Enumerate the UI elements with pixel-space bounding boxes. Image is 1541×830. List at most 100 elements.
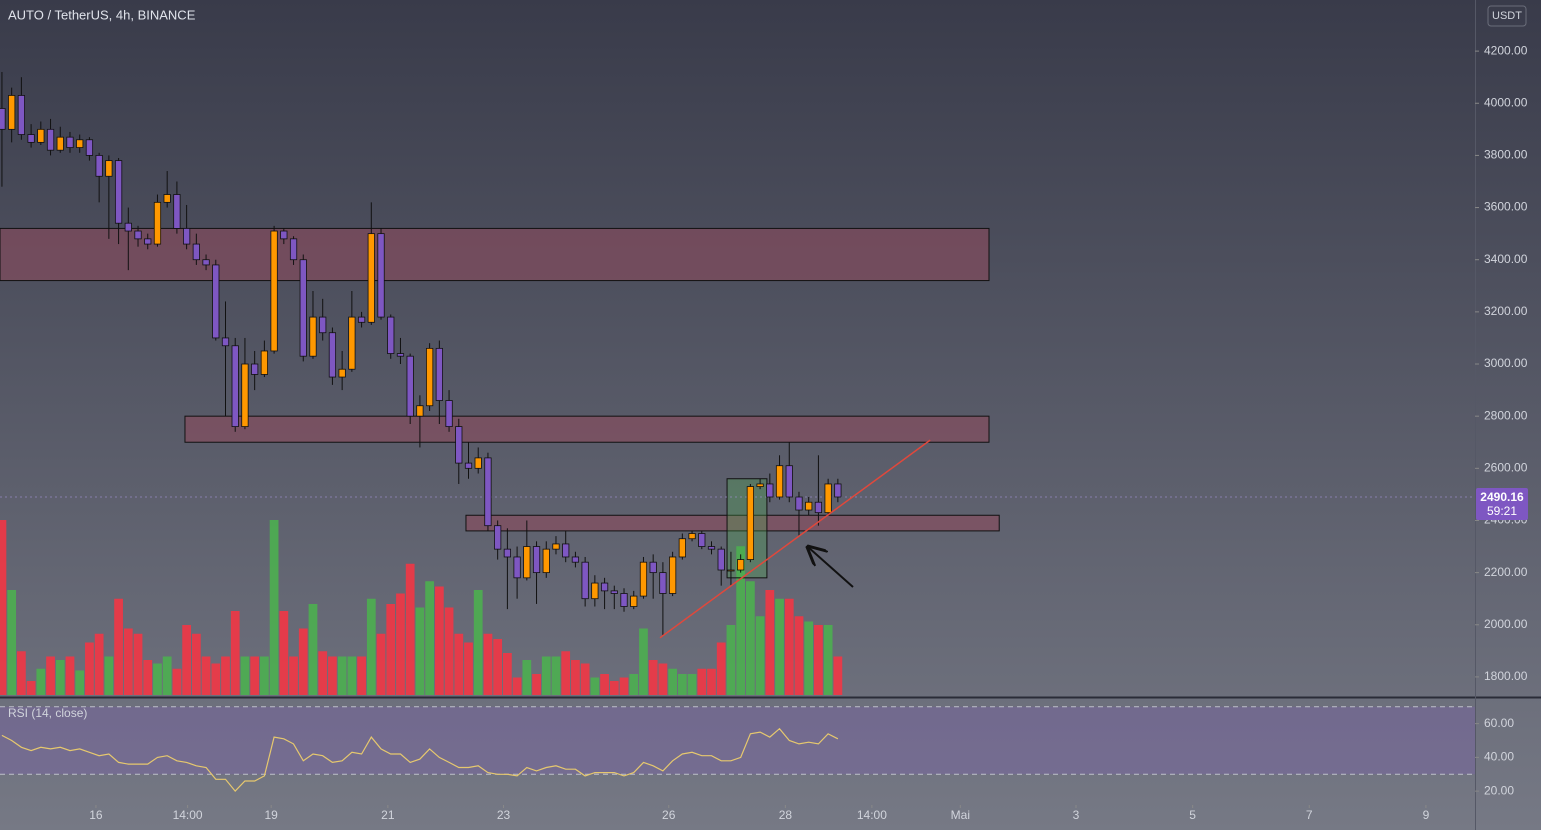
- candle-body: [85, 139, 94, 156]
- volume-bar: [123, 628, 133, 695]
- candle-body: [260, 350, 268, 375]
- volume-bar: [85, 642, 94, 695]
- zone: [0, 227, 990, 282]
- volume-bar: [794, 616, 804, 695]
- rsi-tick-label: 60.00: [1484, 716, 1514, 730]
- candle-body: [669, 556, 677, 594]
- candle-body: [571, 556, 580, 563]
- candle-body: [280, 230, 288, 240]
- arrow-annotation: [808, 547, 854, 588]
- candle-body: [775, 465, 784, 498]
- candle-body: [707, 546, 716, 550]
- x-tick-label: 28: [779, 808, 793, 822]
- candle-body: [183, 228, 191, 245]
- y-tick-label: 2800.00: [1484, 408, 1528, 422]
- volume-bar: [571, 660, 580, 695]
- volume-bar: [726, 625, 736, 695]
- volume-bar: [133, 633, 143, 695]
- volume-bar: [775, 598, 784, 695]
- x-tick-label: 7: [1306, 808, 1313, 822]
- volume-bar: [337, 656, 347, 695]
- volume-bar: [260, 656, 269, 695]
- x-tick-label: 14:00: [857, 808, 887, 822]
- volume-bar: [784, 598, 794, 695]
- y-tick-label: 3600.00: [1484, 200, 1528, 214]
- candle-body: [348, 316, 356, 370]
- candle-body: [338, 368, 346, 378]
- x-tick-label: 26: [662, 808, 676, 822]
- x-tick-label: 3: [1073, 808, 1080, 822]
- candle-body: [600, 582, 609, 592]
- candle-body: [727, 569, 735, 572]
- candle-body: [581, 561, 589, 600]
- volume-bar: [473, 590, 483, 695]
- candle-body: [163, 194, 171, 203]
- volume-bar: [318, 651, 328, 695]
- trend-line: [659, 439, 931, 639]
- candle-body: [464, 462, 473, 469]
- candle-body: [814, 501, 823, 514]
- candle-body: [523, 546, 531, 579]
- volume-bar: [561, 651, 571, 695]
- volume-bar: [600, 674, 609, 695]
- volume-bar: [532, 674, 541, 695]
- volume-bar: [172, 668, 182, 695]
- candle-body: [105, 160, 113, 177]
- volume-bar: [707, 668, 716, 695]
- candle-body: [620, 593, 628, 607]
- volume-bar: [551, 656, 561, 695]
- y-tick-label: 4000.00: [1484, 95, 1528, 109]
- zone: [465, 514, 1000, 532]
- candle-body: [289, 238, 298, 261]
- y-tick-label: 2000.00: [1484, 617, 1528, 631]
- volume-bar: [75, 670, 85, 695]
- volume-bar: [182, 625, 191, 695]
- volume-bar: [376, 633, 386, 695]
- volume-bar: [328, 656, 337, 695]
- volume-bar: [833, 656, 843, 695]
- candle-body: [805, 501, 813, 511]
- volume-bar: [26, 681, 36, 695]
- candle-body: [659, 572, 667, 594]
- volume-bar: [162, 656, 172, 695]
- y-tick-label: 1800.00: [1484, 669, 1528, 683]
- candle-body: [795, 496, 803, 511]
- volume-bar: [609, 681, 619, 695]
- volume-bar: [619, 677, 629, 695]
- volume-bar: [366, 598, 376, 695]
- zone: [184, 415, 990, 443]
- volume-bar: [580, 663, 590, 695]
- candle-body: [698, 533, 706, 547]
- volume-bar: [298, 628, 308, 695]
- volume-bar: [765, 590, 775, 695]
- volume-bar: [804, 621, 814, 695]
- candle-body: [212, 264, 220, 339]
- currency-label[interactable]: USDT: [1492, 10, 1522, 22]
- rsi-line: [1, 727, 839, 793]
- y-tick-label: 3200.00: [1484, 304, 1528, 318]
- volume-bar: [425, 581, 434, 695]
- volume-bar: [746, 581, 755, 695]
- candle-body: [17, 95, 25, 135]
- candle-body: [610, 590, 618, 594]
- volume-bar: [755, 616, 765, 695]
- candle-body: [37, 128, 45, 143]
- x-tick-label: 21: [381, 808, 395, 822]
- currency-button[interactable]: [1487, 5, 1527, 27]
- volume-bar: [94, 633, 104, 695]
- candle-body: [173, 194, 181, 229]
- candle-body: [328, 332, 337, 378]
- x-tick-label: 16: [89, 808, 103, 822]
- candle-body: [785, 465, 793, 498]
- volume-bar: [687, 674, 697, 695]
- candle-body: [56, 136, 64, 151]
- volume-bar: [590, 677, 600, 695]
- candle-body: [532, 546, 541, 574]
- candle-body: [377, 233, 385, 318]
- volume-bar: [7, 590, 17, 695]
- volume-bar: [211, 663, 221, 695]
- candle-body: [221, 337, 230, 347]
- volume-bar: [464, 642, 473, 695]
- volume-bar: [289, 656, 298, 695]
- volume-bar: [522, 660, 532, 695]
